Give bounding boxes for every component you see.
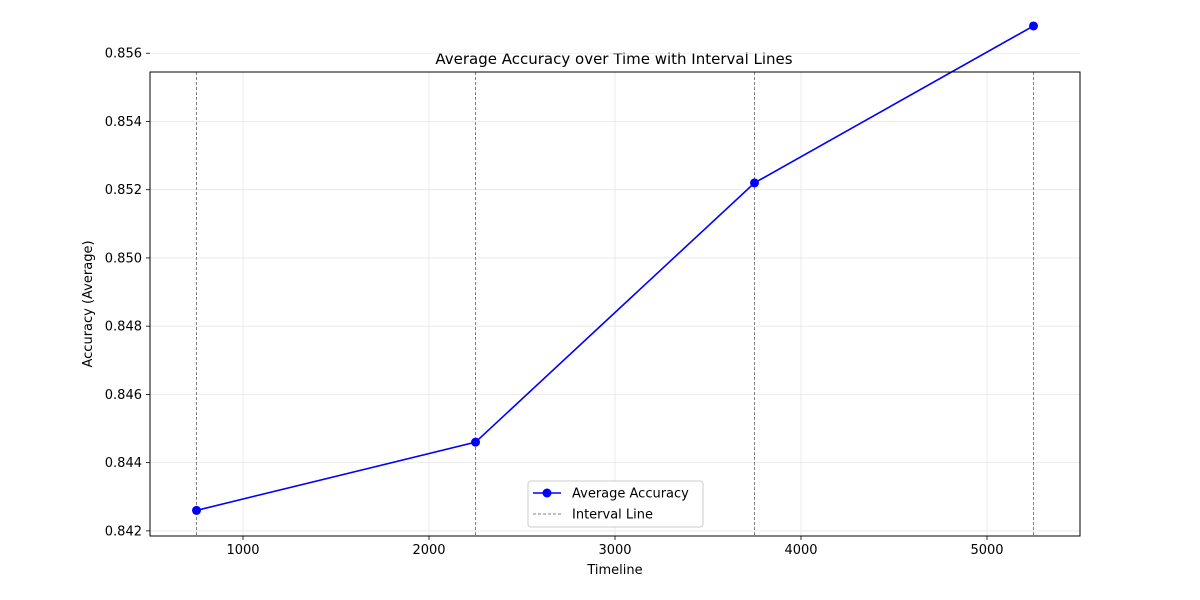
x-tick-label: 2000: [412, 543, 445, 558]
x-tick-label: 1000: [226, 543, 259, 558]
y-tick-label: 0.854: [105, 115, 142, 130]
y-tick-label: 0.850: [105, 251, 142, 266]
y-tick-label: 0.846: [105, 388, 142, 403]
data-point: [471, 437, 480, 447]
chart-title: Average Accuracy over Time with Interval…: [435, 50, 792, 68]
legend-interval-label: Interval Line: [572, 508, 653, 523]
legend: Average Accuracy Interval Line: [527, 480, 704, 528]
series-line: [196, 25, 1034, 512]
x-axis-ticks: 1000 2000 3000 4000 5000: [226, 536, 1004, 558]
x-tick-label: 5000: [970, 543, 1003, 558]
legend-series-label: Average Accuracy: [572, 487, 689, 502]
grid-lines: [150, 52, 1080, 536]
interval-lines: [196, 72, 1034, 536]
y-tick-label: 0.844: [105, 456, 142, 471]
x-tick-label: 4000: [784, 543, 817, 558]
y-tick-label: 0.848: [105, 320, 142, 335]
data-point: [1029, 21, 1038, 31]
legend-box: [527, 480, 704, 528]
y-axis-ticks: 0.842 0.844 0.846 0.848 0.850 0.852 0.854 0.856: [105, 47, 150, 539]
y-tick-label: 0.842: [105, 524, 142, 539]
legend-series-marker: [542, 488, 552, 498]
data-point: [192, 505, 201, 515]
y-tick-label: 0.856: [105, 47, 142, 62]
data-point: [750, 178, 759, 188]
x-tick-label: 3000: [598, 543, 631, 558]
y-tick-label: 0.852: [105, 183, 142, 198]
y-axis-label: Accuracy (Average): [81, 240, 96, 367]
x-axis-label: Timeline: [586, 563, 642, 578]
series-average-accuracy: [192, 21, 1038, 515]
